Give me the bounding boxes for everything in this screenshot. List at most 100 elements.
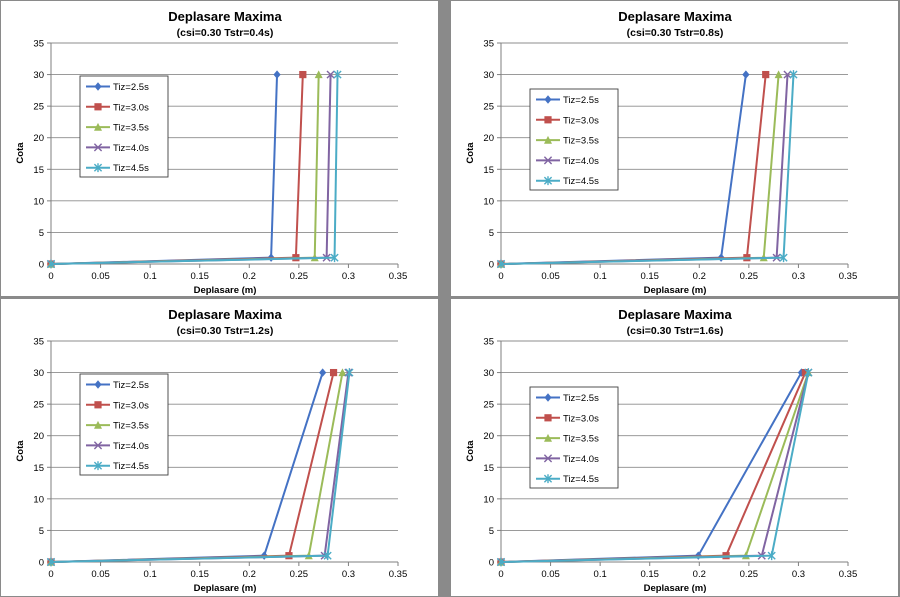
x-tick-label: 0.15 [190, 271, 209, 282]
legend-swatch-marker [544, 393, 552, 402]
data-point [273, 70, 281, 79]
x-tick-label: 0.2 [693, 271, 706, 282]
y-tick-label: 35 [483, 337, 494, 348]
y-tick-label: 35 [33, 39, 44, 50]
data-point [797, 368, 806, 377]
legend-swatch-marker [94, 380, 102, 389]
legend-label: Tiz=3.5s [113, 123, 149, 134]
x-tick-label: 0.25 [290, 569, 309, 580]
x-tick-label: 0.15 [640, 569, 659, 580]
y-tick-label: 5 [489, 526, 494, 537]
x-tick-label: 0.1 [594, 271, 607, 282]
y-tick-label: 10 [33, 196, 44, 207]
legend-swatch-marker [94, 420, 102, 429]
y-tick-label: 5 [39, 228, 44, 239]
x-tick-label: 0.1 [144, 569, 157, 580]
legend-item: Tiz=3.5s [536, 434, 599, 445]
x-tick-label: 0.35 [389, 271, 408, 282]
y-tick-label: 5 [39, 526, 44, 537]
legend-label: Tiz=3.0s [113, 102, 149, 113]
legend-label: Tiz=3.0s [563, 413, 599, 424]
chart-title: Deplasare Maxima [618, 307, 732, 322]
x-tick-label: 0.05 [541, 569, 560, 580]
x-tick-label: 0.25 [740, 271, 759, 282]
y-tick-label: 5 [489, 228, 494, 239]
legend-item: Tiz=3.5s [86, 123, 149, 134]
y-tick-label: 20 [33, 431, 44, 442]
legend-label: Tiz=3.5s [563, 136, 599, 147]
legend-label: Tiz=2.5s [563, 95, 599, 106]
legend-item: Tiz=4.5s [86, 461, 149, 472]
y-tick-label: 30 [483, 70, 494, 81]
chart-subtitle: (csi=0.30 Tstr=0.4s) [177, 27, 274, 39]
y-tick-label: 10 [483, 494, 494, 505]
data-point [314, 70, 323, 79]
series-5 [496, 368, 813, 567]
data-point [326, 70, 335, 79]
x-tick-label: 0.05 [91, 271, 110, 282]
chart-panel-3: Deplasare Maxima (csi=0.30 Tstr=1.2s) 0 5 10… [1, 299, 438, 596]
legend-item: Tiz=4.0s [86, 143, 149, 154]
chart-panel-1: Deplasare Maxima (csi=0.30 Tstr=0.4s) 0 5 10… [1, 1, 438, 296]
x-tick-label: 0.3 [792, 569, 805, 580]
x-tick-label: 0.25 [290, 271, 309, 282]
data-point [46, 259, 56, 269]
legend-item: Tiz=3.0s [86, 102, 149, 113]
legend-label: Tiz=3.0s [563, 115, 599, 126]
y-tick-label: 30 [483, 368, 494, 379]
x-tick-label: 0.15 [640, 271, 659, 282]
chart-title: Deplasare Maxima [168, 307, 282, 322]
y-tick-label: 35 [483, 39, 494, 50]
x-tick-label: 0.2 [243, 271, 256, 282]
data-point [330, 253, 339, 263]
y-tick-label: 25 [483, 102, 494, 113]
legend-swatch-marker [544, 135, 552, 144]
legend-label: Tiz=4.5s [113, 461, 149, 472]
legend-swatch-marker [544, 95, 552, 104]
y-tick-label: 0 [489, 558, 494, 569]
x-tick-label: 0.1 [144, 271, 157, 282]
y-tick-label: 25 [33, 102, 44, 113]
legend-label: Tiz=4.5s [563, 176, 599, 187]
y-tick-label: 20 [33, 133, 44, 144]
data-point [333, 70, 342, 79]
y-tick-label: 0 [39, 260, 44, 271]
chart-subtitle: (csi=0.30 Tstr=1.2s) [177, 325, 274, 337]
legend: Tiz=2.5s Tiz=3.0s Tiz=3.5s Tiz=4.0s Tiz=4.5s [529, 386, 619, 489]
legend-swatch-marker [544, 433, 552, 442]
x-tick-label: 0 [498, 271, 503, 282]
legend-item: Tiz=4.0s [86, 441, 149, 452]
legend-swatch-marker [94, 82, 102, 91]
x-tick-label: 0.25 [740, 569, 759, 580]
x-tick-label: 0.05 [541, 271, 560, 282]
series-5 [496, 70, 798, 269]
legend-item: Tiz=3.5s [86, 421, 149, 432]
x-tick-label: 0.05 [91, 569, 110, 580]
chart-tstr-1-2: Deplasare Maxima (csi=0.30 Tstr=1.2s) 0 5 10… [15, 307, 408, 594]
y-tick-label: 30 [33, 368, 44, 379]
chart-tstr-1-6: Deplasare Maxima (csi=0.30 Tstr=1.6s) 0 5 10… [465, 307, 857, 594]
legend: Tiz=2.5s Tiz=3.0s Tiz=3.5s Tiz=4.0s Tiz=4.5s [79, 373, 169, 476]
legend-swatch-marker [93, 441, 103, 450]
legend-swatch-marker [94, 401, 102, 409]
chart-subtitle: (csi=0.30 Tstr=1.6s) [627, 325, 724, 337]
y-tick-label: 10 [483, 196, 494, 207]
legend-label: Tiz=2.5s [113, 380, 149, 391]
data-point [774, 70, 783, 79]
chart-panel-4: Deplasare Maxima (csi=0.30 Tstr=1.6s) 0 5 10… [451, 299, 898, 596]
chart-panel-2: Deplasare Maxima (csi=0.30 Tstr=0.8s) 0 5 10… [451, 1, 898, 296]
y-axis-label: Cota [465, 142, 476, 164]
x-tick-label: 0.15 [190, 569, 209, 580]
x-tick-label: 0.3 [342, 271, 355, 282]
legend: Tiz=2.5s Tiz=3.0s Tiz=3.5s Tiz=4.0s Tiz=4.5s [79, 75, 169, 178]
legend-item: Tiz=2.5s [86, 380, 149, 391]
legend-swatch-marker [544, 414, 552, 422]
legend-swatch-marker [93, 163, 103, 173]
x-tick-label: 0.35 [389, 569, 408, 580]
chart-tstr-0-4: Deplasare Maxima (csi=0.30 Tstr=0.4s) 0 5 10… [15, 9, 408, 296]
legend-label: Tiz=3.0s [113, 400, 149, 411]
y-tick-label: 25 [483, 400, 494, 411]
legend-swatch-marker [543, 474, 553, 484]
legend-item: Tiz=2.5s [536, 95, 599, 106]
data-point [329, 368, 338, 377]
